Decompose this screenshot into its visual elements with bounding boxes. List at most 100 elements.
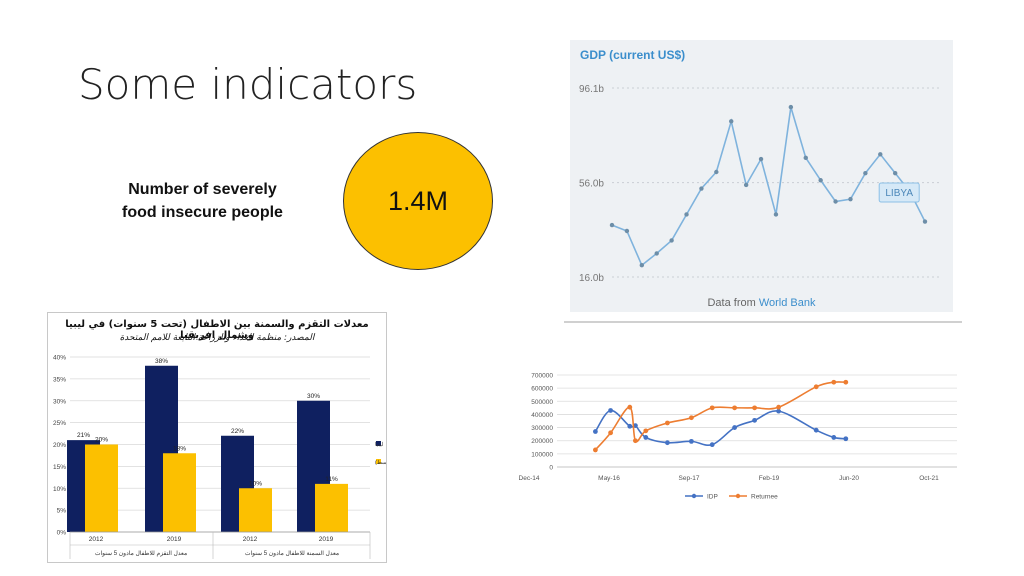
returnee-data-point <box>732 405 737 411</box>
gdp-data-point <box>714 169 719 175</box>
bar-chart: 0% 5% 10% 15% 20% 25% 30% 35% 40% 21% 20% 2012 38% 18… <box>53 355 386 559</box>
idp-data-point <box>709 442 715 448</box>
returnee-data-point <box>709 405 715 411</box>
idp-data-point <box>593 429 598 434</box>
bar-north-africa <box>239 488 272 532</box>
gdp-data-point <box>684 212 689 217</box>
gdp-chart: 16.0b 56.0b 96.1b LIBYA <box>579 84 940 284</box>
gdp-data-point <box>803 155 808 161</box>
gdp-data-point <box>699 186 704 191</box>
bar-y-tick-label: 30% <box>53 398 66 405</box>
gdp-data-point <box>863 170 868 176</box>
gdp-country-label-box <box>878 182 920 203</box>
idp-data-point <box>776 408 781 414</box>
bar-north-africa <box>85 444 118 532</box>
bar-north-africa <box>163 453 196 532</box>
gdp-data-point <box>848 196 853 202</box>
line-y-tick-label: 600000 <box>531 386 553 393</box>
world-bank-link[interactable]: World Bank <box>758 297 816 309</box>
gdp-country-label: LIBYA <box>885 188 913 199</box>
bar-data-label: 11% <box>325 476 338 483</box>
gdp-data-point <box>788 104 794 110</box>
line-y-tick-label: 100000 <box>531 451 553 458</box>
bar-data-label: 38% <box>155 358 168 365</box>
bar-y-tick-label: 20% <box>53 442 66 449</box>
gdp-data-point <box>922 219 928 224</box>
idp-data-point <box>752 417 757 423</box>
gdp-data-point <box>654 251 659 256</box>
returnee-data-point <box>752 405 757 411</box>
stunting-obesity-chart-panel: معدلات التقزم والسمنة بين الاطفال (تحت 5… <box>47 312 387 563</box>
returnee-data-point <box>593 447 598 453</box>
line-y-tick-label: 500000 <box>531 399 553 406</box>
gdp-data-point <box>729 119 734 124</box>
bar-x-tick-label: 2019 <box>319 536 334 543</box>
returnee-data-point <box>608 430 613 436</box>
returnee-data-point <box>831 379 837 385</box>
gdp-source: Data from World Bank <box>570 297 953 309</box>
line-y-tick-label: 200000 <box>531 438 553 445</box>
gdp-chart-title: GDP (current US$) <box>580 48 686 62</box>
returnee-data-point <box>643 428 649 434</box>
line-y-tick-label: 0 <box>549 465 553 472</box>
gdp-series-line <box>611 106 926 267</box>
gdp-source-prefix: Data from <box>707 297 759 309</box>
bar-legend-swatch <box>376 459 381 464</box>
idp-data-point <box>813 427 819 433</box>
gdp-data-point <box>818 178 823 183</box>
idp-data-point <box>689 438 694 444</box>
line-x-tick-label: Sep-17 <box>679 475 700 482</box>
bar-data-label: 30% <box>307 393 320 400</box>
gdp-data-point <box>892 170 898 176</box>
gdp-data-point <box>639 263 645 268</box>
gdp-data-point <box>743 182 749 188</box>
bar-data-label: 18% <box>173 445 186 452</box>
idp-data-point <box>732 425 737 430</box>
gdp-data-point <box>758 156 764 162</box>
idp-data-point <box>608 408 613 413</box>
line-x-tick-label: Jun-20 <box>839 475 859 482</box>
slide-title: Some indicators <box>78 60 418 109</box>
line-x-tick-label: Oct-21 <box>919 475 939 482</box>
returnee-data-point <box>813 384 819 390</box>
line-x-tick-label: Dec-14 <box>519 475 540 482</box>
bar-x-tick-label: 2019 <box>167 536 182 543</box>
returnee-data-point <box>633 438 638 444</box>
line-x-tick-label: Feb-19 <box>759 475 780 482</box>
idp-legend-marker <box>691 493 697 499</box>
divider-line <box>564 321 962 323</box>
gdp-chart-panel: 16.0b 56.0b 96.1b LIBYA GDP (current US$) D… <box>570 40 953 312</box>
bar-data-label: 20% <box>95 437 108 444</box>
idp-legend-label: IDP <box>707 494 718 501</box>
line-y-tick-label: 300000 <box>531 425 553 432</box>
idp-data-point <box>831 435 837 440</box>
bar-legend-swatch <box>376 441 381 446</box>
line-y-tick-label: 700000 <box>531 373 553 380</box>
gdp-y-tick-label: 56.0b <box>579 179 604 190</box>
bar-y-tick-label: 40% <box>53 355 66 362</box>
bar-legend-label: ليبيا <box>375 441 384 448</box>
line-x-tick-label: May-16 <box>598 475 620 482</box>
gdp-data-point <box>609 222 615 228</box>
bar-legend-label: شمال افريقيا (متوسط) <box>375 459 386 466</box>
gdp-data-point <box>833 199 838 204</box>
bar-chart-title: معدلات التقزم والسمنة بين الاطفال (تحت 5… <box>65 319 369 341</box>
gdp-y-tick-label: 16.0b <box>579 273 604 284</box>
bar-north-africa <box>315 483 348 532</box>
returnee-data-point <box>665 420 670 426</box>
line-y-tick-label: 400000 <box>531 412 553 419</box>
bar-group-label: معدل التقزم للاطفال مادون 5 سنوات <box>95 550 187 557</box>
indicator-value: 1.4M <box>387 185 449 216</box>
returnee-data-point <box>776 404 781 410</box>
gdp-data-point <box>669 238 674 243</box>
returnee-data-point <box>689 415 694 421</box>
returnee-legend-label: Returnee <box>751 494 778 501</box>
bar-y-tick-label: 35% <box>53 376 66 383</box>
idp-data-point <box>643 435 649 440</box>
indicator-circle: 1.4M <box>343 132 493 270</box>
gdp-y-tick-label: 96.1b <box>579 84 604 95</box>
bar-data-label: 21% <box>77 432 90 439</box>
bar-y-tick-label: 25% <box>53 420 66 427</box>
bar-x-tick-label: 2012 <box>89 536 104 543</box>
bar-y-tick-label: 0% <box>57 530 67 537</box>
